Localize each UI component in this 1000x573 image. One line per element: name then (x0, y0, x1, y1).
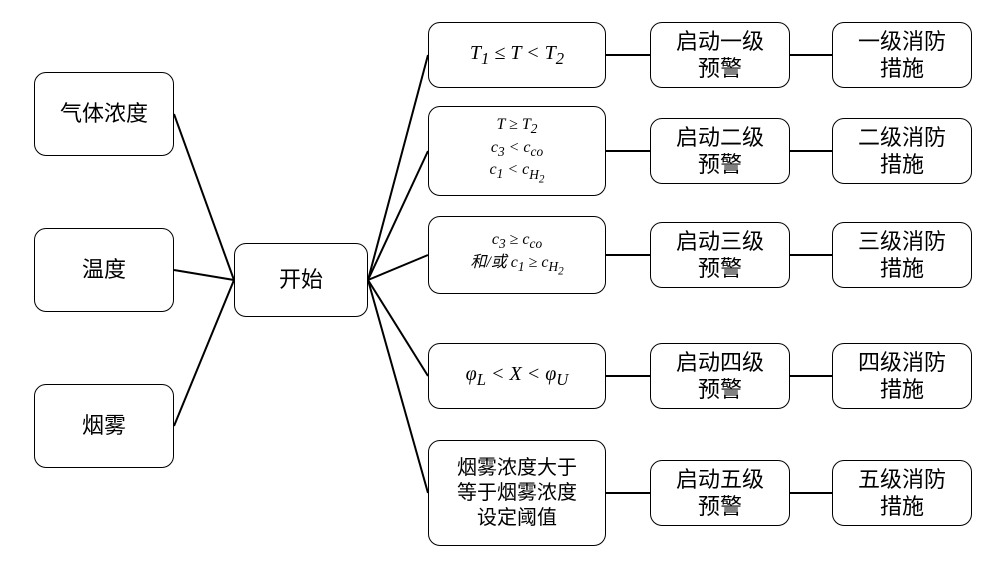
node-label: 五级消防 措施 (858, 466, 946, 521)
node-label: 烟雾 (82, 412, 126, 440)
node-act-4: 四级消防 措施 (832, 343, 972, 409)
node-label: 烟雾浓度大于 等于烟雾浓度 设定阈值 (457, 456, 577, 531)
node-input-temp: 温度 (34, 228, 174, 312)
node-act-5: 五级消防 措施 (832, 460, 972, 526)
node-math: T ≥ T2c3 < ccoc1 < cH2 (490, 115, 545, 187)
edge (174, 114, 234, 280)
edge (368, 151, 428, 280)
node-label: 二级消防 措施 (858, 124, 946, 179)
node-label: 温度 (82, 256, 126, 284)
edge (368, 280, 428, 493)
node-label: 启动五级 预警 (676, 466, 764, 521)
node-label: 一级消防 措施 (858, 28, 946, 83)
node-label: 四级消防 措施 (858, 349, 946, 404)
node-act-2: 二级消防 措施 (832, 118, 972, 184)
node-input-smoke: 烟雾 (34, 384, 174, 468)
node-label: 启动四级 预警 (676, 349, 764, 404)
node-cond-5: 烟雾浓度大于 等于烟雾浓度 设定阈值 (428, 440, 606, 546)
node-warn-5: 启动五级 预警 (650, 460, 790, 526)
node-act-3: 三级消防 措施 (832, 222, 972, 288)
node-label: 启动三级 预警 (676, 228, 764, 283)
node-label: 启动一级 预警 (676, 28, 764, 83)
node-cond-2: T ≥ T2c3 < ccoc1 < cH2 (428, 106, 606, 196)
edge (368, 55, 428, 280)
node-start: 开始 (234, 243, 368, 317)
node-math: T1 ≤ T < T2 (470, 41, 564, 70)
edge (174, 270, 234, 280)
edge (368, 280, 428, 376)
node-warn-2: 启动二级 预警 (650, 118, 790, 184)
node-cond-4: φL < X < φU (428, 343, 606, 409)
node-label: 三级消防 措施 (858, 228, 946, 283)
node-math: φL < X < φU (466, 362, 569, 391)
edge (174, 280, 234, 426)
node-cond-1: T1 ≤ T < T2 (428, 22, 606, 88)
diagram-stage: 气体浓度 温度 烟雾 开始 T1 ≤ T < T2 T ≥ T2c3 < cco… (0, 0, 1000, 573)
node-label: 开始 (279, 266, 323, 294)
node-cond-3: c3 ≥ cco和/或 c1 ≥ cH2 (428, 216, 606, 294)
node-math: c3 ≥ cco和/或 c1 ≥ cH2 (470, 230, 563, 280)
node-label: 启动二级 预警 (676, 124, 764, 179)
node-label: 气体浓度 (60, 100, 148, 128)
node-warn-1: 启动一级 预警 (650, 22, 790, 88)
node-input-gas: 气体浓度 (34, 72, 174, 156)
node-act-1: 一级消防 措施 (832, 22, 972, 88)
node-warn-3: 启动三级 预警 (650, 222, 790, 288)
node-warn-4: 启动四级 预警 (650, 343, 790, 409)
edge (368, 255, 428, 280)
